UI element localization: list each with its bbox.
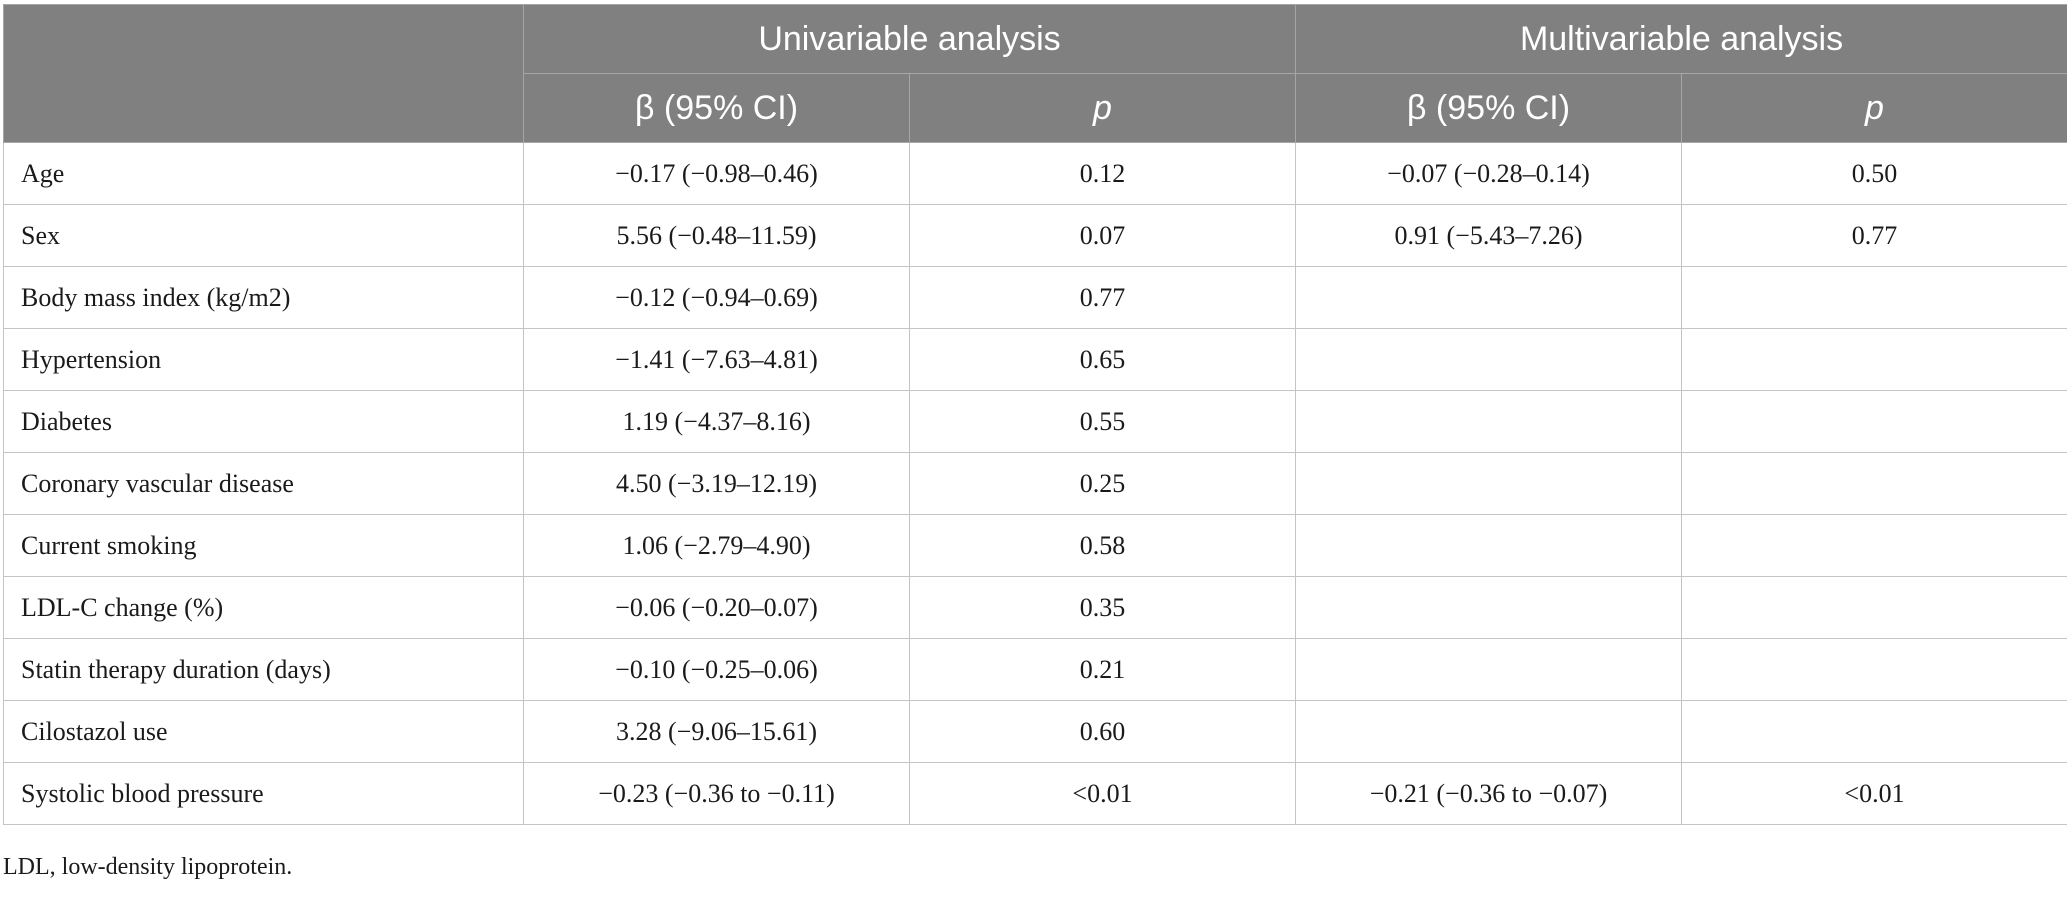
cell-multi-p	[1680, 700, 2067, 763]
header-uni-beta: β (95% CI)	[523, 73, 910, 143]
cell-variable: Diabetes	[3, 390, 524, 453]
cell-multi-p	[1680, 576, 2067, 639]
header-univariable: Univariable analysis	[523, 4, 1296, 74]
table-body: Age −0.17 (−0.98–0.46) 0.12 −0.07 (−0.28–0.…	[3, 142, 2067, 825]
cell-uni-p: 0.21	[909, 638, 1296, 701]
cell-variable: Age	[3, 142, 524, 205]
cell-uni-beta: 4.50 (−3.19–12.19)	[523, 452, 910, 515]
cell-multi-p	[1680, 514, 2067, 577]
cell-variable: Body mass index (kg/m2)	[3, 266, 524, 329]
cell-multi-beta	[1295, 390, 1682, 453]
table-row: Diabetes 1.19 (−4.37–8.16) 0.55	[3, 390, 2067, 453]
results-table-container: Univariable analysis Multivariable analy…	[3, 4, 2067, 825]
cell-multi-p: 0.50	[1680, 142, 2067, 205]
cell-multi-beta	[1295, 700, 1682, 763]
cell-multi-beta	[1295, 266, 1682, 329]
cell-multi-p: 0.77	[1680, 204, 2067, 267]
table-row: Statin therapy duration (days) −0.10 (−0.…	[3, 638, 2067, 701]
table-row: Body mass index (kg/m2) −0.12 (−0.94–0.69…	[3, 266, 2067, 329]
cell-variable: Statin therapy duration (days)	[3, 638, 524, 701]
header-sub-row: β (95% CI) p β (95% CI) p	[4, 73, 2067, 143]
cell-multi-beta: −0.07 (−0.28–0.14)	[1295, 142, 1682, 205]
cell-multi-beta	[1295, 514, 1682, 577]
cell-multi-p	[1680, 266, 2067, 329]
header-multi-p: p	[1680, 73, 2067, 143]
cell-multi-beta: 0.91 (−5.43–7.26)	[1295, 204, 1682, 267]
cell-variable: Hypertension	[3, 328, 524, 391]
cell-multi-p	[1680, 390, 2067, 453]
cell-uni-beta: −0.23 (−0.36 to −0.11)	[523, 762, 910, 825]
cell-multi-beta	[1295, 328, 1682, 391]
header-variable-blank	[3, 4, 524, 143]
cell-uni-beta: −0.10 (−0.25–0.06)	[523, 638, 910, 701]
regression-table: Univariable analysis Multivariable analy…	[3, 4, 2067, 825]
table-row: Hypertension −1.41 (−7.63–4.81) 0.65	[3, 328, 2067, 391]
header-uni-p-label: p	[1093, 88, 1112, 127]
cell-multi-p	[1680, 452, 2067, 515]
cell-variable: Cilostazol use	[3, 700, 524, 763]
cell-uni-beta: 3.28 (−9.06–15.61)	[523, 700, 910, 763]
cell-multi-p: <0.01	[1680, 762, 2067, 825]
table-row: Current smoking 1.06 (−2.79–4.90) 0.58	[3, 514, 2067, 577]
header-uni-p: p	[909, 73, 1296, 143]
cell-uni-beta: 5.56 (−0.48–11.59)	[523, 204, 910, 267]
cell-uni-p: 0.77	[909, 266, 1296, 329]
table-row: LDL-C change (%) −0.06 (−0.20–0.07) 0.35	[3, 576, 2067, 639]
cell-variable: Sex	[3, 204, 524, 267]
header-multi-beta: β (95% CI)	[1295, 73, 1682, 143]
cell-uni-beta: −0.06 (−0.20–0.07)	[523, 576, 910, 639]
cell-uni-beta: −0.12 (−0.94–0.69)	[523, 266, 910, 329]
cell-variable: Coronary vascular disease	[3, 452, 524, 515]
cell-uni-p: <0.01	[909, 762, 1296, 825]
table-row: Age −0.17 (−0.98–0.46) 0.12 −0.07 (−0.28–0.…	[3, 142, 2067, 205]
header-multi-p-label: p	[1865, 88, 1884, 127]
table-row: Coronary vascular disease 4.50 (−3.19–12.…	[3, 452, 2067, 515]
cell-multi-beta	[1295, 452, 1682, 515]
cell-uni-p: 0.12	[909, 142, 1296, 205]
table-header: Univariable analysis Multivariable analy…	[3, 4, 2067, 143]
header-multivariable: Multivariable analysis	[1294, 4, 2067, 74]
cell-uni-p: 0.35	[909, 576, 1296, 639]
header-group-row: Univariable analysis Multivariable analy…	[3, 4, 2067, 143]
cell-uni-beta: 1.06 (−2.79–4.90)	[523, 514, 910, 577]
cell-uni-p: 0.55	[909, 390, 1296, 453]
cell-uni-beta: −0.17 (−0.98–0.46)	[523, 142, 910, 205]
cell-uni-p: 0.58	[909, 514, 1296, 577]
cell-multi-beta: −0.21 (−0.36 to −0.07)	[1295, 762, 1682, 825]
cell-variable: LDL-C change (%)	[3, 576, 524, 639]
table-row: Systolic blood pressure −0.23 (−0.36 to −…	[3, 762, 2067, 825]
cell-uni-p: 0.25	[909, 452, 1296, 515]
cell-variable: Systolic blood pressure	[3, 762, 524, 825]
cell-multi-p	[1680, 328, 2067, 391]
table-footnote: LDL, low-density lipoprotein.	[3, 854, 293, 880]
table-row: Cilostazol use 3.28 (−9.06–15.61) 0.60	[3, 700, 2067, 763]
cell-uni-beta: 1.19 (−4.37–8.16)	[523, 390, 910, 453]
cell-multi-p	[1680, 638, 2067, 701]
cell-uni-beta: −1.41 (−7.63–4.81)	[523, 328, 910, 391]
table-row: Sex 5.56 (−0.48–11.59) 0.07 0.91 (−5.43–7.2…	[3, 204, 2067, 267]
cell-uni-p: 0.65	[909, 328, 1296, 391]
cell-variable: Current smoking	[3, 514, 524, 577]
cell-uni-p: 0.60	[909, 700, 1296, 763]
cell-multi-beta	[1295, 576, 1682, 639]
cell-uni-p: 0.07	[909, 204, 1296, 267]
cell-multi-beta	[1295, 638, 1682, 701]
